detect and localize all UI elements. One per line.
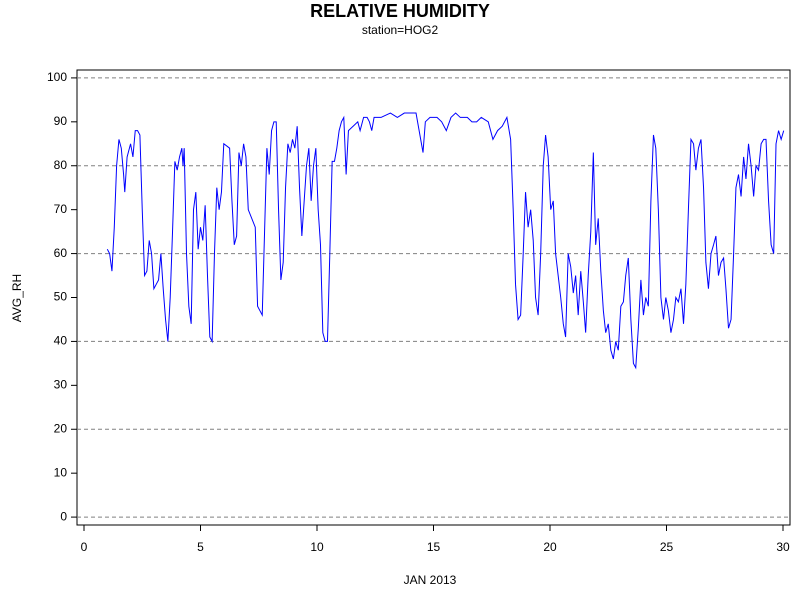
y-tick-label: 30: [54, 378, 68, 392]
y-tick-label: 90: [54, 114, 68, 128]
y-tick-label: 50: [54, 290, 68, 304]
y-tick-label: 70: [54, 202, 68, 216]
data-line: [106, 112, 785, 370]
y-tick-label: 20: [54, 421, 68, 435]
x-tick-label: 0: [81, 540, 88, 554]
x-tick-label: 15: [427, 540, 441, 554]
y-tick-label: 80: [54, 158, 68, 172]
y-tick-label: 40: [54, 334, 68, 348]
y-tick-label: 10: [54, 465, 68, 479]
x-axis-label: JAN 2013: [404, 573, 457, 587]
y-tick-label: 60: [54, 246, 68, 260]
x-tick-label: 10: [310, 540, 324, 554]
x-tick-label: 20: [543, 540, 557, 554]
y-tick-label: 100: [47, 70, 67, 84]
x-tick-label: 5: [197, 540, 204, 554]
chart-title: RELATIVE HUMIDITY: [310, 1, 490, 21]
chart-subtitle: station=HOG2: [362, 23, 439, 37]
plot-frame: [76, 69, 791, 526]
x-tick-label: 25: [660, 540, 674, 554]
y-tick-label: 0: [60, 509, 67, 523]
x-tick-label: 30: [776, 540, 790, 554]
y-axis-label: AVG_RH: [10, 274, 24, 322]
